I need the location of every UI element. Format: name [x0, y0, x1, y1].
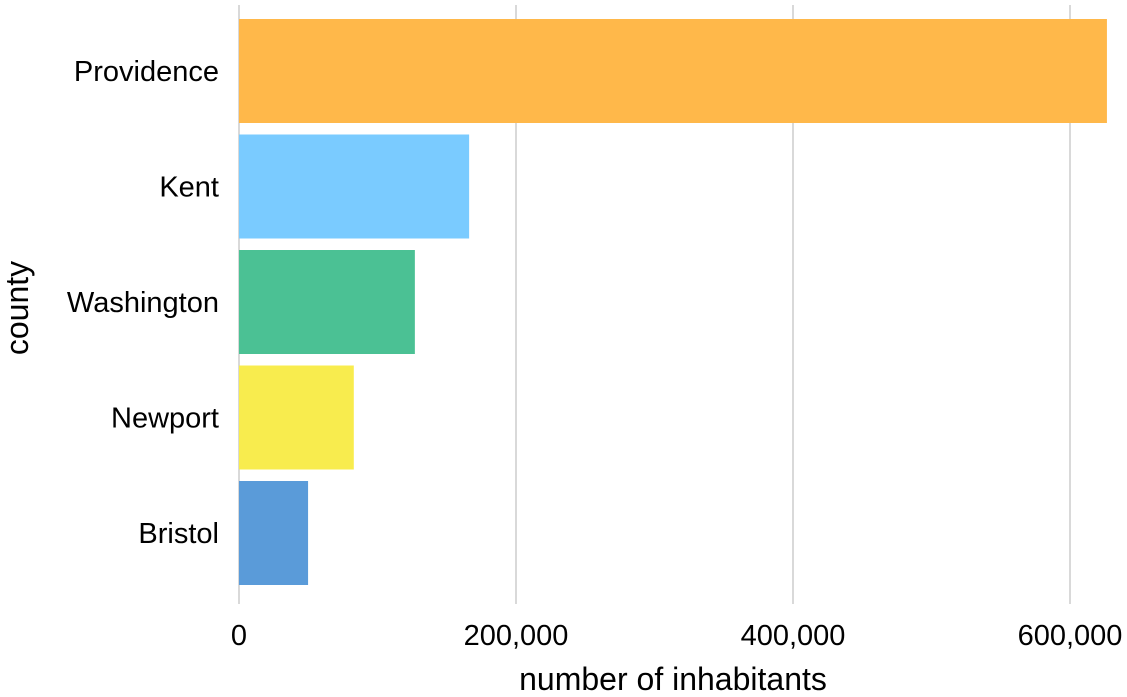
x-tick-label: 600,000 — [1018, 620, 1123, 652]
x-tick-label: 0 — [231, 620, 247, 652]
bars — [239, 19, 1107, 585]
y-tick-label-kent: Kent — [159, 172, 219, 204]
bar-washington — [239, 250, 415, 354]
bar-newport — [239, 365, 354, 470]
y-tick-label-providence: Providence — [74, 56, 219, 88]
y-tick-label-newport: Newport — [111, 403, 219, 435]
x-axis-title: number of inhabitants — [519, 661, 827, 692]
x-tick-label: 400,000 — [741, 620, 846, 652]
x-tick-label: 200,000 — [464, 620, 569, 652]
y-axis-title: county — [0, 261, 35, 355]
bar-kent — [239, 134, 470, 239]
x-axis-ticks: 0 200,000 400,000 600,000 — [231, 620, 1122, 652]
bar-bristol — [239, 481, 309, 585]
y-axis-ticks: Providence Kent Washington Newport Bristol — [67, 56, 219, 550]
y-tick-label-washington: Washington — [67, 287, 219, 319]
y-tick-label-bristol: Bristol — [138, 518, 219, 550]
bar-providence — [239, 19, 1107, 123]
